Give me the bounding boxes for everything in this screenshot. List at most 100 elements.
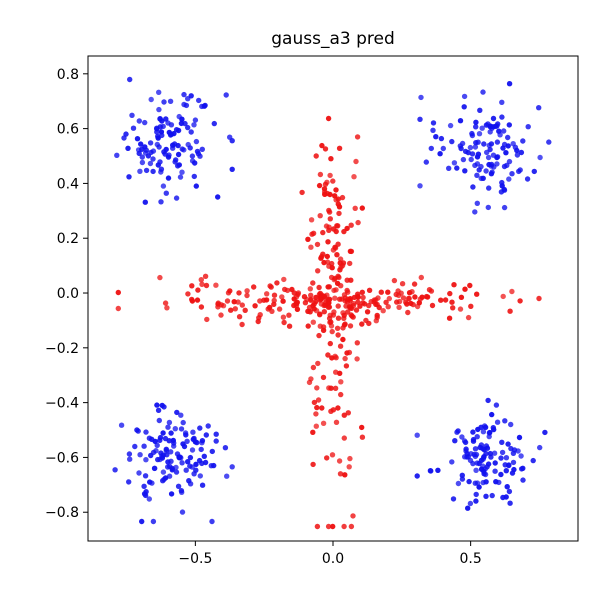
point-blue [179,509,186,515]
point-blue [449,138,455,145]
point-blue [501,128,507,134]
point-red [357,303,363,309]
point-blue [506,462,512,468]
x-tick-label: 0.5 [460,551,482,567]
point-red [293,302,300,309]
point-red [335,273,341,279]
point-red [266,304,273,311]
point-blue [155,162,161,168]
point-blue [488,163,494,169]
point-red [353,158,359,165]
point-red [474,291,480,297]
point-blue [173,469,180,475]
point-blue [229,166,235,172]
point-blue [459,472,465,478]
point-red [412,294,418,300]
point-red [244,288,250,294]
x-tick-label: 0.0 [322,551,344,567]
point-blue [165,175,172,181]
point-blue [531,168,537,175]
point-blue [512,144,519,150]
point-blue [463,448,469,454]
point-blue [171,440,177,446]
point-red [198,277,204,283]
point-blue [461,93,468,100]
point-red [321,309,327,315]
point-blue [467,500,474,507]
point-blue [189,153,196,159]
point-blue [201,453,207,459]
point-blue [175,483,182,489]
point-blue [524,176,531,182]
point-red [396,298,403,305]
point-blue [508,421,514,428]
point-red [341,435,347,441]
point-red [334,252,340,258]
point-blue [150,518,157,525]
point-red [345,309,351,315]
point-red [315,360,321,367]
point-blue [160,469,167,475]
point-red [328,385,334,391]
point-blue [147,140,154,146]
point-blue [483,479,489,485]
point-red [359,424,365,431]
point-blue [143,167,150,174]
point-red [286,312,292,318]
point-red [337,343,344,349]
point-red [257,298,263,304]
point-blue [487,450,493,457]
point-blue [494,419,501,425]
point-blue [229,464,235,470]
point-blue [199,440,205,446]
point-blue [499,99,505,106]
point-blue [187,454,194,461]
point-red [279,294,285,300]
point-red [308,217,315,223]
point-blue [168,449,174,455]
point-blue [166,152,172,158]
point-red [451,282,457,288]
point-blue [474,172,480,178]
point-blue [503,468,509,474]
point-blue [510,459,517,466]
point-blue [114,152,120,158]
point-blue [480,429,487,435]
point-blue [150,156,156,162]
point-blue [146,435,153,441]
point-blue [209,518,215,525]
point-red [329,265,335,271]
point-red [405,309,411,316]
point-red [314,523,321,530]
point-blue [530,457,536,464]
point-red [399,281,406,287]
point-red [308,292,314,298]
point-red [242,307,248,313]
point-blue [163,448,169,454]
point-blue [157,434,164,441]
point-red [335,332,341,338]
point-blue [150,148,157,154]
point-blue [484,149,490,156]
point-blue [507,500,513,506]
point-red [329,328,335,335]
point-blue [175,151,182,158]
point-blue [498,471,504,478]
point-red [324,179,330,185]
point-red [359,289,365,295]
point-blue [161,404,167,410]
point-red [330,226,337,232]
point-red [228,307,234,313]
point-red [235,299,241,305]
point-red [255,318,261,325]
point-red [345,410,351,416]
point-blue [135,428,141,434]
point-blue [520,138,526,144]
point-red [314,241,321,248]
point-blue [179,116,185,122]
point-red [280,298,286,304]
point-red [299,189,305,196]
point-blue [452,438,458,444]
point-blue [139,518,145,525]
point-red [315,268,321,274]
